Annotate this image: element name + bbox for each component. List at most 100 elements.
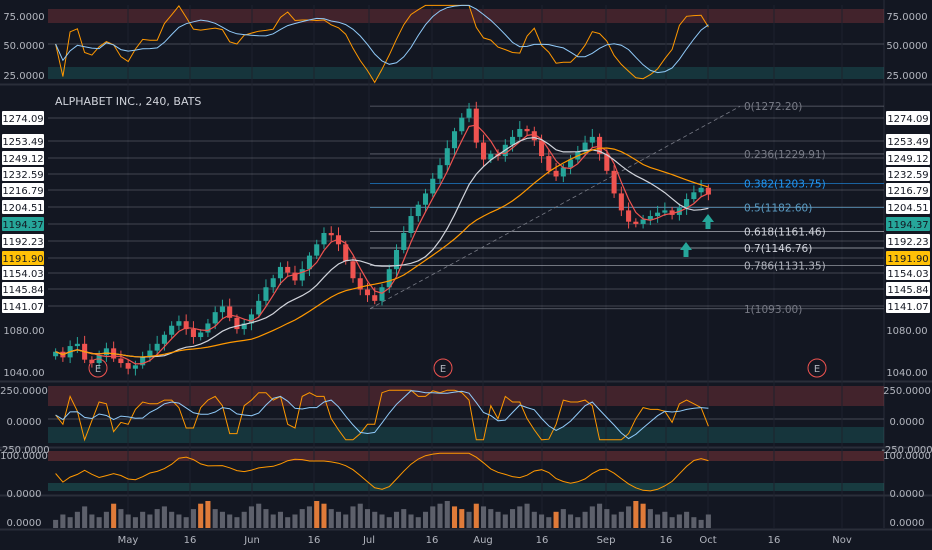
- chart-title: ALPHABET INC., 240, BATS: [55, 95, 201, 108]
- indicator-axis-label: 75.0000: [3, 12, 44, 23]
- candle-body[interactable]: [662, 210, 668, 213]
- volume-bar: [517, 506, 523, 528]
- candle-body[interactable]: [161, 334, 167, 344]
- candle-body[interactable]: [408, 216, 414, 233]
- candle-body[interactable]: [118, 358, 124, 364]
- volume-bar: [285, 517, 291, 528]
- candle-body[interactable]: [350, 261, 356, 279]
- candle-body[interactable]: [103, 348, 109, 356]
- candle-body[interactable]: [321, 233, 327, 245]
- candle-body[interactable]: [669, 210, 675, 215]
- candle-body[interactable]: [299, 269, 305, 281]
- price-label-box: [2, 183, 44, 197]
- x-tick-label: Nov: [832, 535, 852, 546]
- candle-body[interactable]: [546, 156, 552, 171]
- volume-bar: [277, 511, 283, 528]
- candle-body[interactable]: [647, 216, 653, 220]
- candle-body[interactable]: [147, 350, 153, 358]
- candle-body[interactable]: [125, 363, 131, 369]
- candle-body[interactable]: [430, 178, 436, 194]
- candle-body[interactable]: [597, 136, 603, 154]
- candle-body[interactable]: [582, 142, 588, 152]
- candle-body[interactable]: [589, 136, 595, 143]
- candle-body[interactable]: [379, 287, 385, 301]
- candle-body[interactable]: [190, 329, 196, 338]
- candle-body[interactable]: [524, 128, 530, 132]
- volume-bar: [67, 517, 73, 528]
- candle-body[interactable]: [227, 306, 233, 318]
- candle-body[interactable]: [640, 219, 646, 224]
- candle-body[interactable]: [328, 233, 334, 236]
- candle-body[interactable]: [263, 287, 269, 301]
- candle-body[interactable]: [517, 128, 523, 137]
- indicator-axis-label: 0.0000: [7, 518, 42, 529]
- candle-body[interactable]: [422, 193, 429, 205]
- volume-bar: [393, 511, 400, 528]
- candle-body[interactable]: [451, 131, 458, 149]
- candle-body[interactable]: [698, 187, 704, 193]
- candle-body[interactable]: [618, 193, 624, 211]
- candle-body[interactable]: [560, 167, 566, 177]
- candle-body[interactable]: [154, 343, 160, 351]
- candle-body[interactable]: [277, 266, 283, 279]
- candle-body[interactable]: [444, 148, 450, 166]
- candle-body[interactable]: [386, 269, 392, 288]
- candle-body[interactable]: [270, 278, 276, 288]
- candle-body[interactable]: [401, 233, 407, 250]
- candle-body[interactable]: [437, 165, 443, 179]
- candle-body[interactable]: [241, 323, 247, 330]
- candle-body[interactable]: [198, 332, 204, 338]
- candle-body[interactable]: [357, 278, 363, 290]
- candle-body[interactable]: [74, 343, 80, 347]
- overbought-band: [48, 386, 884, 406]
- earnings-marker[interactable]: [88, 358, 108, 378]
- candle-body[interactable]: [183, 321, 189, 330]
- candle-body[interactable]: [169, 325, 175, 335]
- candle-body[interactable]: [539, 140, 545, 157]
- candle-body[interactable]: [466, 108, 472, 118]
- candle-body[interactable]: [292, 272, 298, 281]
- indicator-axis-label: 0.0000: [890, 489, 925, 500]
- candle-body[interactable]: [510, 136, 516, 145]
- candle-body[interactable]: [314, 244, 320, 256]
- candle-body[interactable]: [393, 249, 400, 270]
- candle-body[interactable]: [306, 255, 313, 270]
- candle-body[interactable]: [481, 142, 487, 160]
- volume-bar: [669, 517, 675, 528]
- candle-body[interactable]: [219, 306, 225, 313]
- candle-body[interactable]: [611, 170, 617, 194]
- x-tick-label: 16: [184, 535, 197, 546]
- candle-body[interactable]: [132, 365, 138, 369]
- candle-body[interactable]: [415, 204, 421, 217]
- volume-bar: [190, 509, 196, 528]
- candle-body[interactable]: [212, 312, 218, 324]
- candle-body[interactable]: [140, 357, 146, 366]
- candle-body[interactable]: [531, 131, 537, 141]
- x-tick-label: 16: [660, 535, 673, 546]
- candle-body[interactable]: [234, 317, 240, 330]
- candle-body[interactable]: [488, 153, 494, 160]
- candle-body[interactable]: [364, 289, 371, 296]
- candle-body[interactable]: [256, 300, 262, 315]
- earnings-marker[interactable]: [807, 358, 827, 378]
- candle-body[interactable]: [705, 187, 711, 195]
- price-label-box: [2, 151, 44, 165]
- candle-body[interactable]: [343, 244, 349, 262]
- candle-body[interactable]: [459, 117, 465, 132]
- candle-body[interactable]: [691, 192, 697, 200]
- candle-body[interactable]: [372, 295, 378, 301]
- candle-body[interactable]: [248, 314, 254, 324]
- candle-body[interactable]: [633, 221, 639, 224]
- candle-body[interactable]: [655, 212, 661, 217]
- candle-body[interactable]: [53, 351, 59, 357]
- candle-body[interactable]: [626, 210, 632, 222]
- earnings-marker[interactable]: [433, 358, 453, 378]
- candle-body[interactable]: [553, 170, 559, 177]
- candle-body[interactable]: [568, 159, 574, 168]
- candle-body[interactable]: [684, 199, 690, 209]
- candle-body[interactable]: [604, 153, 610, 171]
- candle-body[interactable]: [285, 266, 291, 273]
- candle-body[interactable]: [176, 321, 182, 326]
- candle-body[interactable]: [205, 323, 211, 333]
